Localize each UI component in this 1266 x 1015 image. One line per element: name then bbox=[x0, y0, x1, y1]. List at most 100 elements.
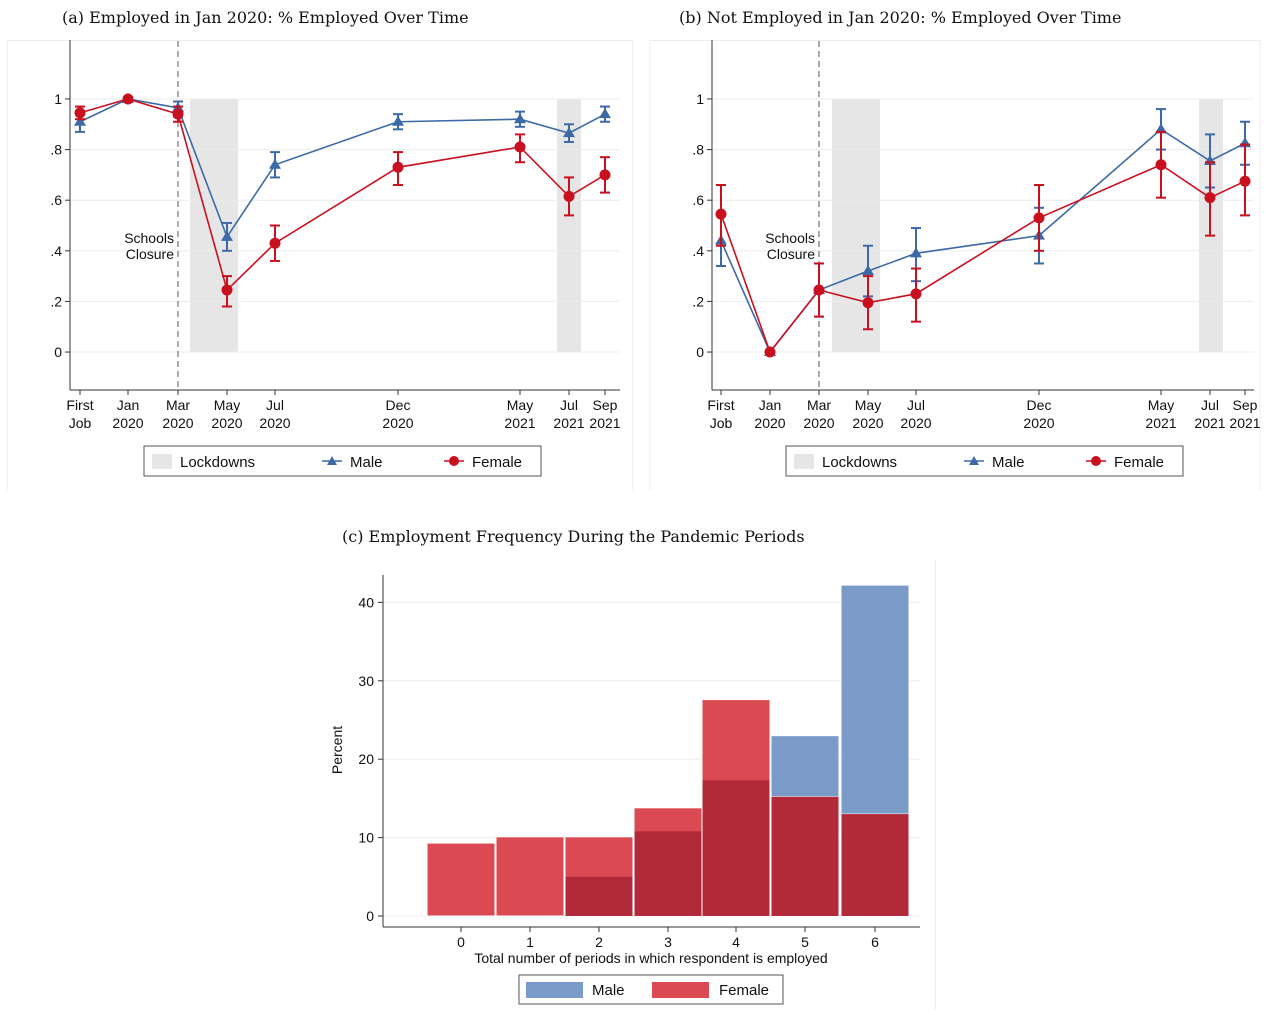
female-data-point bbox=[1239, 175, 1251, 187]
female-data-point bbox=[514, 141, 526, 153]
female-data-point bbox=[392, 161, 404, 173]
female-data-point bbox=[910, 288, 922, 300]
panel-a-chart: 0 .2 .4 .6 .8 1 First Job Jan 2020 Mar 2020 May 2020 J… bbox=[6, 40, 634, 490]
y-tick-label: .2 bbox=[50, 293, 62, 309]
lockdown-shade-0 bbox=[832, 98, 880, 353]
x-tick-label: Jul bbox=[1201, 397, 1219, 413]
annotation-label: Schools bbox=[765, 230, 815, 246]
female-bar bbox=[495, 836, 565, 917]
female-data-point bbox=[813, 284, 825, 296]
y-tick-label: 0 bbox=[54, 344, 62, 360]
y-tick-label: .4 bbox=[692, 243, 704, 259]
female-data-point bbox=[1033, 212, 1045, 224]
x-tick-label: 4 bbox=[732, 934, 740, 950]
female-data-point bbox=[122, 93, 134, 105]
x-tick-label: Jul bbox=[907, 397, 925, 413]
panel-b-chart: 0 .2 .4 .6 .8 1 First Job Jan 2020 Mar 2020 May 2020 J… bbox=[649, 40, 1261, 490]
x-tick-label: 2020 bbox=[259, 415, 290, 431]
female-data-point bbox=[599, 169, 611, 181]
x-tick-label: May bbox=[855, 397, 881, 413]
legend-female-marker bbox=[1091, 456, 1101, 466]
x-tick-label: 3 bbox=[664, 934, 672, 950]
y-tick-label: .4 bbox=[50, 243, 62, 259]
male-data-point bbox=[862, 265, 874, 276]
x-tick-label: 2020 bbox=[754, 415, 785, 431]
y-tick-label: 10 bbox=[358, 830, 374, 846]
x-tick-label: First bbox=[707, 397, 734, 413]
legend-label: Female bbox=[719, 982, 769, 999]
female-data-point bbox=[74, 107, 86, 119]
legend-lockdown-swatch bbox=[152, 454, 172, 469]
x-tick-label: 2020 bbox=[803, 415, 834, 431]
x-tick-label: Mar bbox=[807, 397, 831, 413]
overlap-bar bbox=[841, 814, 909, 916]
x-tick-label: Jan bbox=[759, 397, 782, 413]
panel-c-title: (c) Employment Frequency During the Pand… bbox=[342, 527, 805, 546]
x-tick-label: 2021 bbox=[1194, 415, 1225, 431]
x-tick-label: May bbox=[1148, 397, 1174, 413]
legend-female-marker bbox=[449, 456, 459, 466]
legend-label: Lockdowns bbox=[180, 454, 255, 471]
panel-a-title: (a) Employed in Jan 2020: % Employed Ove… bbox=[62, 8, 469, 27]
x-tick-label: Mar bbox=[166, 397, 190, 413]
female-bar bbox=[426, 842, 496, 917]
x-tick-label: 2021 bbox=[553, 415, 584, 431]
legend-label: Female bbox=[472, 454, 522, 471]
y-tick-label: .8 bbox=[692, 142, 704, 158]
overlap-bar bbox=[771, 796, 839, 916]
female-data-point bbox=[221, 284, 233, 296]
y-tick-label: 40 bbox=[358, 594, 374, 610]
x-tick-label: 2020 bbox=[211, 415, 242, 431]
y-tick-label: 20 bbox=[358, 751, 374, 767]
y-tick-label: .8 bbox=[50, 142, 62, 158]
male-data-point bbox=[910, 247, 922, 258]
y-tick-label: .2 bbox=[692, 293, 704, 309]
annotation-label: Closure bbox=[126, 246, 174, 262]
legend-male-swatch bbox=[526, 982, 583, 998]
x-tick-label: 2020 bbox=[112, 415, 143, 431]
x-tick-label: 2021 bbox=[504, 415, 535, 431]
y-tick-label: 0 bbox=[366, 908, 374, 924]
x-tick-label: 6 bbox=[871, 934, 879, 950]
female-data-point bbox=[269, 237, 281, 249]
x-tick-label: 2020 bbox=[1023, 415, 1054, 431]
x-tick-label: Jul bbox=[560, 397, 578, 413]
x-tick-label: Dec bbox=[386, 397, 411, 413]
y-tick-label: 0 bbox=[696, 344, 704, 360]
x-tick-label: Sep bbox=[1233, 397, 1258, 413]
x-tick-label: 2 bbox=[595, 934, 603, 950]
female-data-point bbox=[715, 208, 727, 220]
x-axis-label: Total number of periods in which respond… bbox=[474, 950, 827, 966]
legend-label: Male bbox=[350, 454, 383, 471]
x-tick-label: Jan bbox=[117, 397, 140, 413]
panel-b-title: (b) Not Employed in Jan 2020: % Employed… bbox=[679, 8, 1122, 27]
y-tick-label: 30 bbox=[358, 673, 374, 689]
x-tick-label: May bbox=[507, 397, 533, 413]
x-tick-label: 0 bbox=[457, 934, 465, 950]
x-tick-label: 2020 bbox=[852, 415, 883, 431]
annotation-label: Closure bbox=[767, 246, 815, 262]
male-data-point bbox=[514, 113, 526, 124]
panel-c-chart: 0 10 20 30 40 Percent 0 1 2 3 4 5 6 Total number of p… bbox=[329, 560, 936, 1010]
overlap-bar bbox=[702, 780, 770, 916]
female-data-point bbox=[172, 108, 184, 120]
female-data-point bbox=[563, 190, 575, 202]
x-tick-label: Dec bbox=[1027, 397, 1052, 413]
x-tick-label: May bbox=[214, 397, 240, 413]
female-data-point bbox=[862, 297, 874, 309]
male-data-point bbox=[563, 127, 575, 138]
legend-male-marker bbox=[969, 456, 979, 465]
panel-border bbox=[6, 40, 634, 490]
male-data-point bbox=[221, 230, 233, 241]
legend-box bbox=[785, 445, 1184, 477]
y-tick-label: 1 bbox=[696, 91, 704, 107]
x-tick-label: Sep bbox=[593, 397, 618, 413]
x-tick-label: 2021 bbox=[1229, 415, 1260, 431]
male-data-point bbox=[599, 108, 611, 119]
x-tick-label: Job bbox=[710, 415, 733, 431]
legend-lockdown-swatch bbox=[794, 454, 814, 469]
x-tick-label: Job bbox=[69, 415, 92, 431]
female-data-point bbox=[764, 346, 776, 358]
legend-label: Female bbox=[1114, 454, 1164, 471]
male-data-point bbox=[392, 115, 404, 126]
